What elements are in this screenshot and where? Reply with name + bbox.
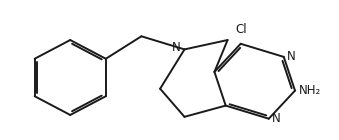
- Text: Cl: Cl: [236, 23, 247, 36]
- Text: N: N: [272, 112, 281, 125]
- Text: N: N: [172, 41, 181, 54]
- Text: NH₂: NH₂: [299, 84, 321, 97]
- Text: N: N: [287, 50, 296, 63]
